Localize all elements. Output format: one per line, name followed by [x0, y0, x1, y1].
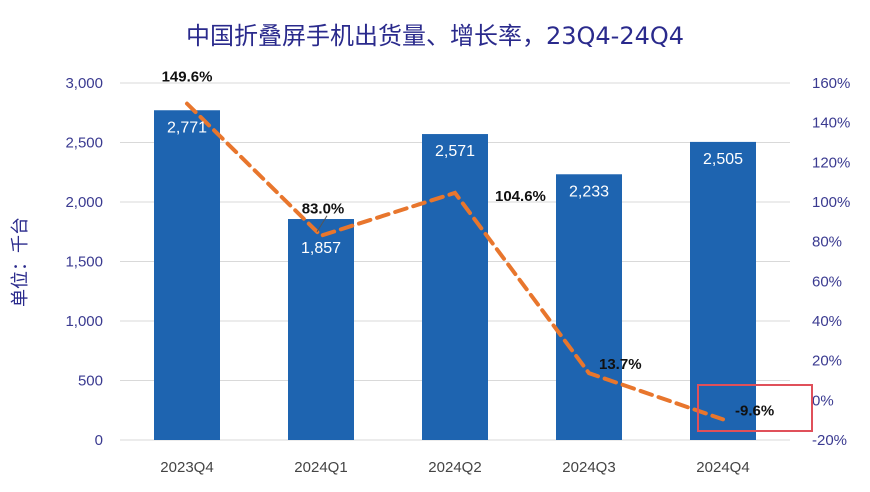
- x-tick-label: 2024Q3: [562, 459, 615, 476]
- y2-tick-label: -20%: [812, 432, 847, 449]
- bar: [690, 141, 756, 440]
- y2-tick-label: 140%: [812, 115, 850, 132]
- growth-rate-label: 83.0%: [302, 201, 345, 218]
- growth-rate-label: -9.6%: [735, 402, 774, 419]
- bar-value-label: 2,505: [703, 151, 743, 168]
- growth-line: [185, 101, 725, 422]
- y2-tick-label: 20%: [812, 353, 842, 370]
- y-tick-label: 1,500: [65, 254, 103, 271]
- data-labels: 2,771 1,857 2,571 2,233 2,505 149.6% 83.0% 104.…: [162, 69, 775, 420]
- y-axis-label: 单位：千台: [10, 217, 31, 307]
- bar: [422, 134, 488, 440]
- bar: [556, 174, 622, 440]
- y-tick-label: 3,000: [65, 75, 103, 92]
- y2-tick-label: 120%: [812, 154, 850, 171]
- x-tick-label: 2024Q4: [696, 459, 749, 476]
- label-leader-line: [316, 215, 328, 232]
- y2-tick-label: 40%: [812, 313, 842, 330]
- bar-value-label: 1,857: [301, 240, 341, 257]
- growth-rate-label: 104.6%: [495, 188, 546, 205]
- y-tick-label: 0: [95, 432, 103, 449]
- bar: [154, 110, 220, 440]
- bar-value-label: 2,771: [167, 119, 207, 136]
- y2-tick-label: 80%: [812, 234, 842, 251]
- x-tick-label: 2023Q4: [160, 459, 213, 476]
- bar-value-label: 2,571: [435, 143, 475, 160]
- y-tick-label: 2,000: [65, 194, 103, 211]
- bar-value-label: 2,233: [569, 183, 609, 200]
- y-tick-label: 2,500: [65, 135, 103, 152]
- highlight-box: [697, 384, 813, 432]
- growth-rate-label: 13.7%: [599, 356, 642, 373]
- growth-line-series: [185, 101, 725, 422]
- y2-tick-label: 60%: [812, 273, 842, 290]
- bar-series: [154, 110, 756, 440]
- y-tick-label: 500: [78, 373, 103, 390]
- growth-rate-label: 149.6%: [162, 69, 213, 86]
- y2-tick-label: 100%: [812, 194, 850, 211]
- y-tick-label: 1,000: [65, 313, 103, 330]
- bar: [288, 219, 354, 440]
- y2-tick-label: 160%: [812, 75, 850, 92]
- x-tick-label: 2024Q1: [294, 459, 347, 476]
- x-tick-label: 2024Q2: [428, 459, 481, 476]
- axis-ticks: 0 500 1,000 1,500 2,000 2,500 3,000 -20% 0% 20% 40…: [65, 75, 850, 476]
- chart-title: 中国折叠屏手机出货量、增长率，23Q4-24Q4: [186, 22, 684, 50]
- y2-tick-label: 0%: [812, 392, 834, 409]
